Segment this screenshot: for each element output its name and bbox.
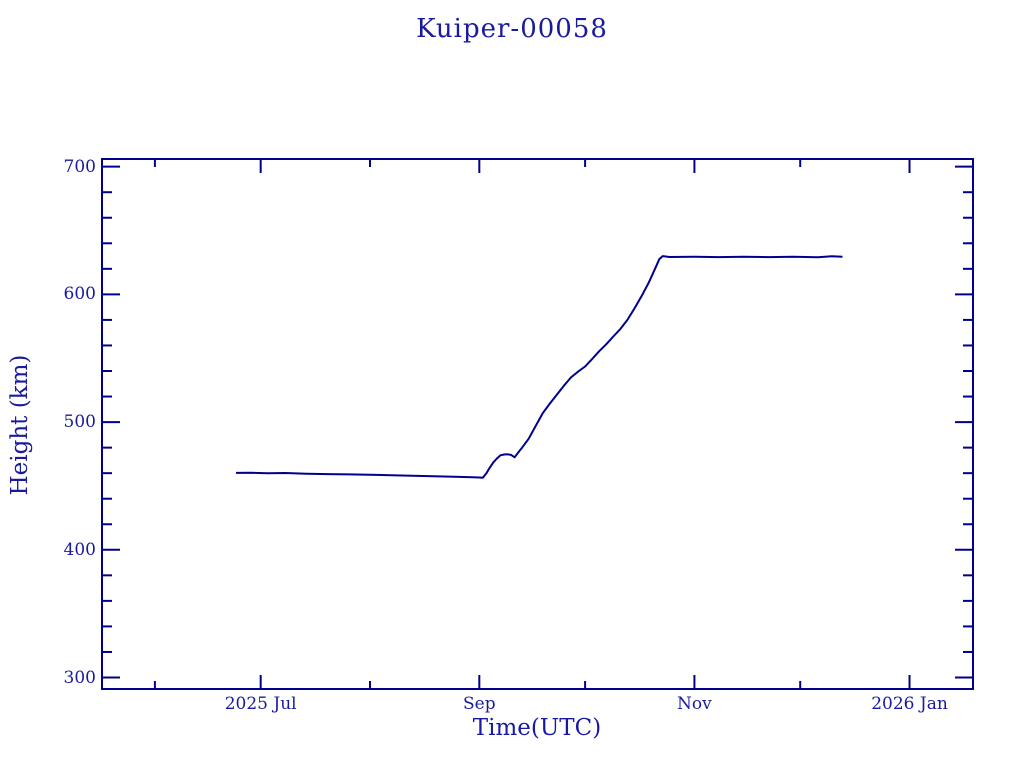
y-tick-label: 500 <box>63 412 96 433</box>
x-tick-label: Nov <box>677 694 712 714</box>
y-tick-label: 600 <box>63 284 96 305</box>
plot-frame <box>101 158 974 690</box>
height-series-line <box>235 255 843 479</box>
x-tick-label: 2026 Jan <box>871 694 948 714</box>
y-tick-label: 400 <box>63 539 96 560</box>
x-tick-label: Sep <box>463 694 496 714</box>
y-tick-label: 700 <box>63 156 96 177</box>
x-axis-title: Time(UTC) <box>472 715 602 741</box>
chart-title: Kuiper-00058 <box>416 14 608 44</box>
x-tick-label: 2025 Jul <box>224 694 297 714</box>
y-tick-label: 300 <box>63 667 96 688</box>
